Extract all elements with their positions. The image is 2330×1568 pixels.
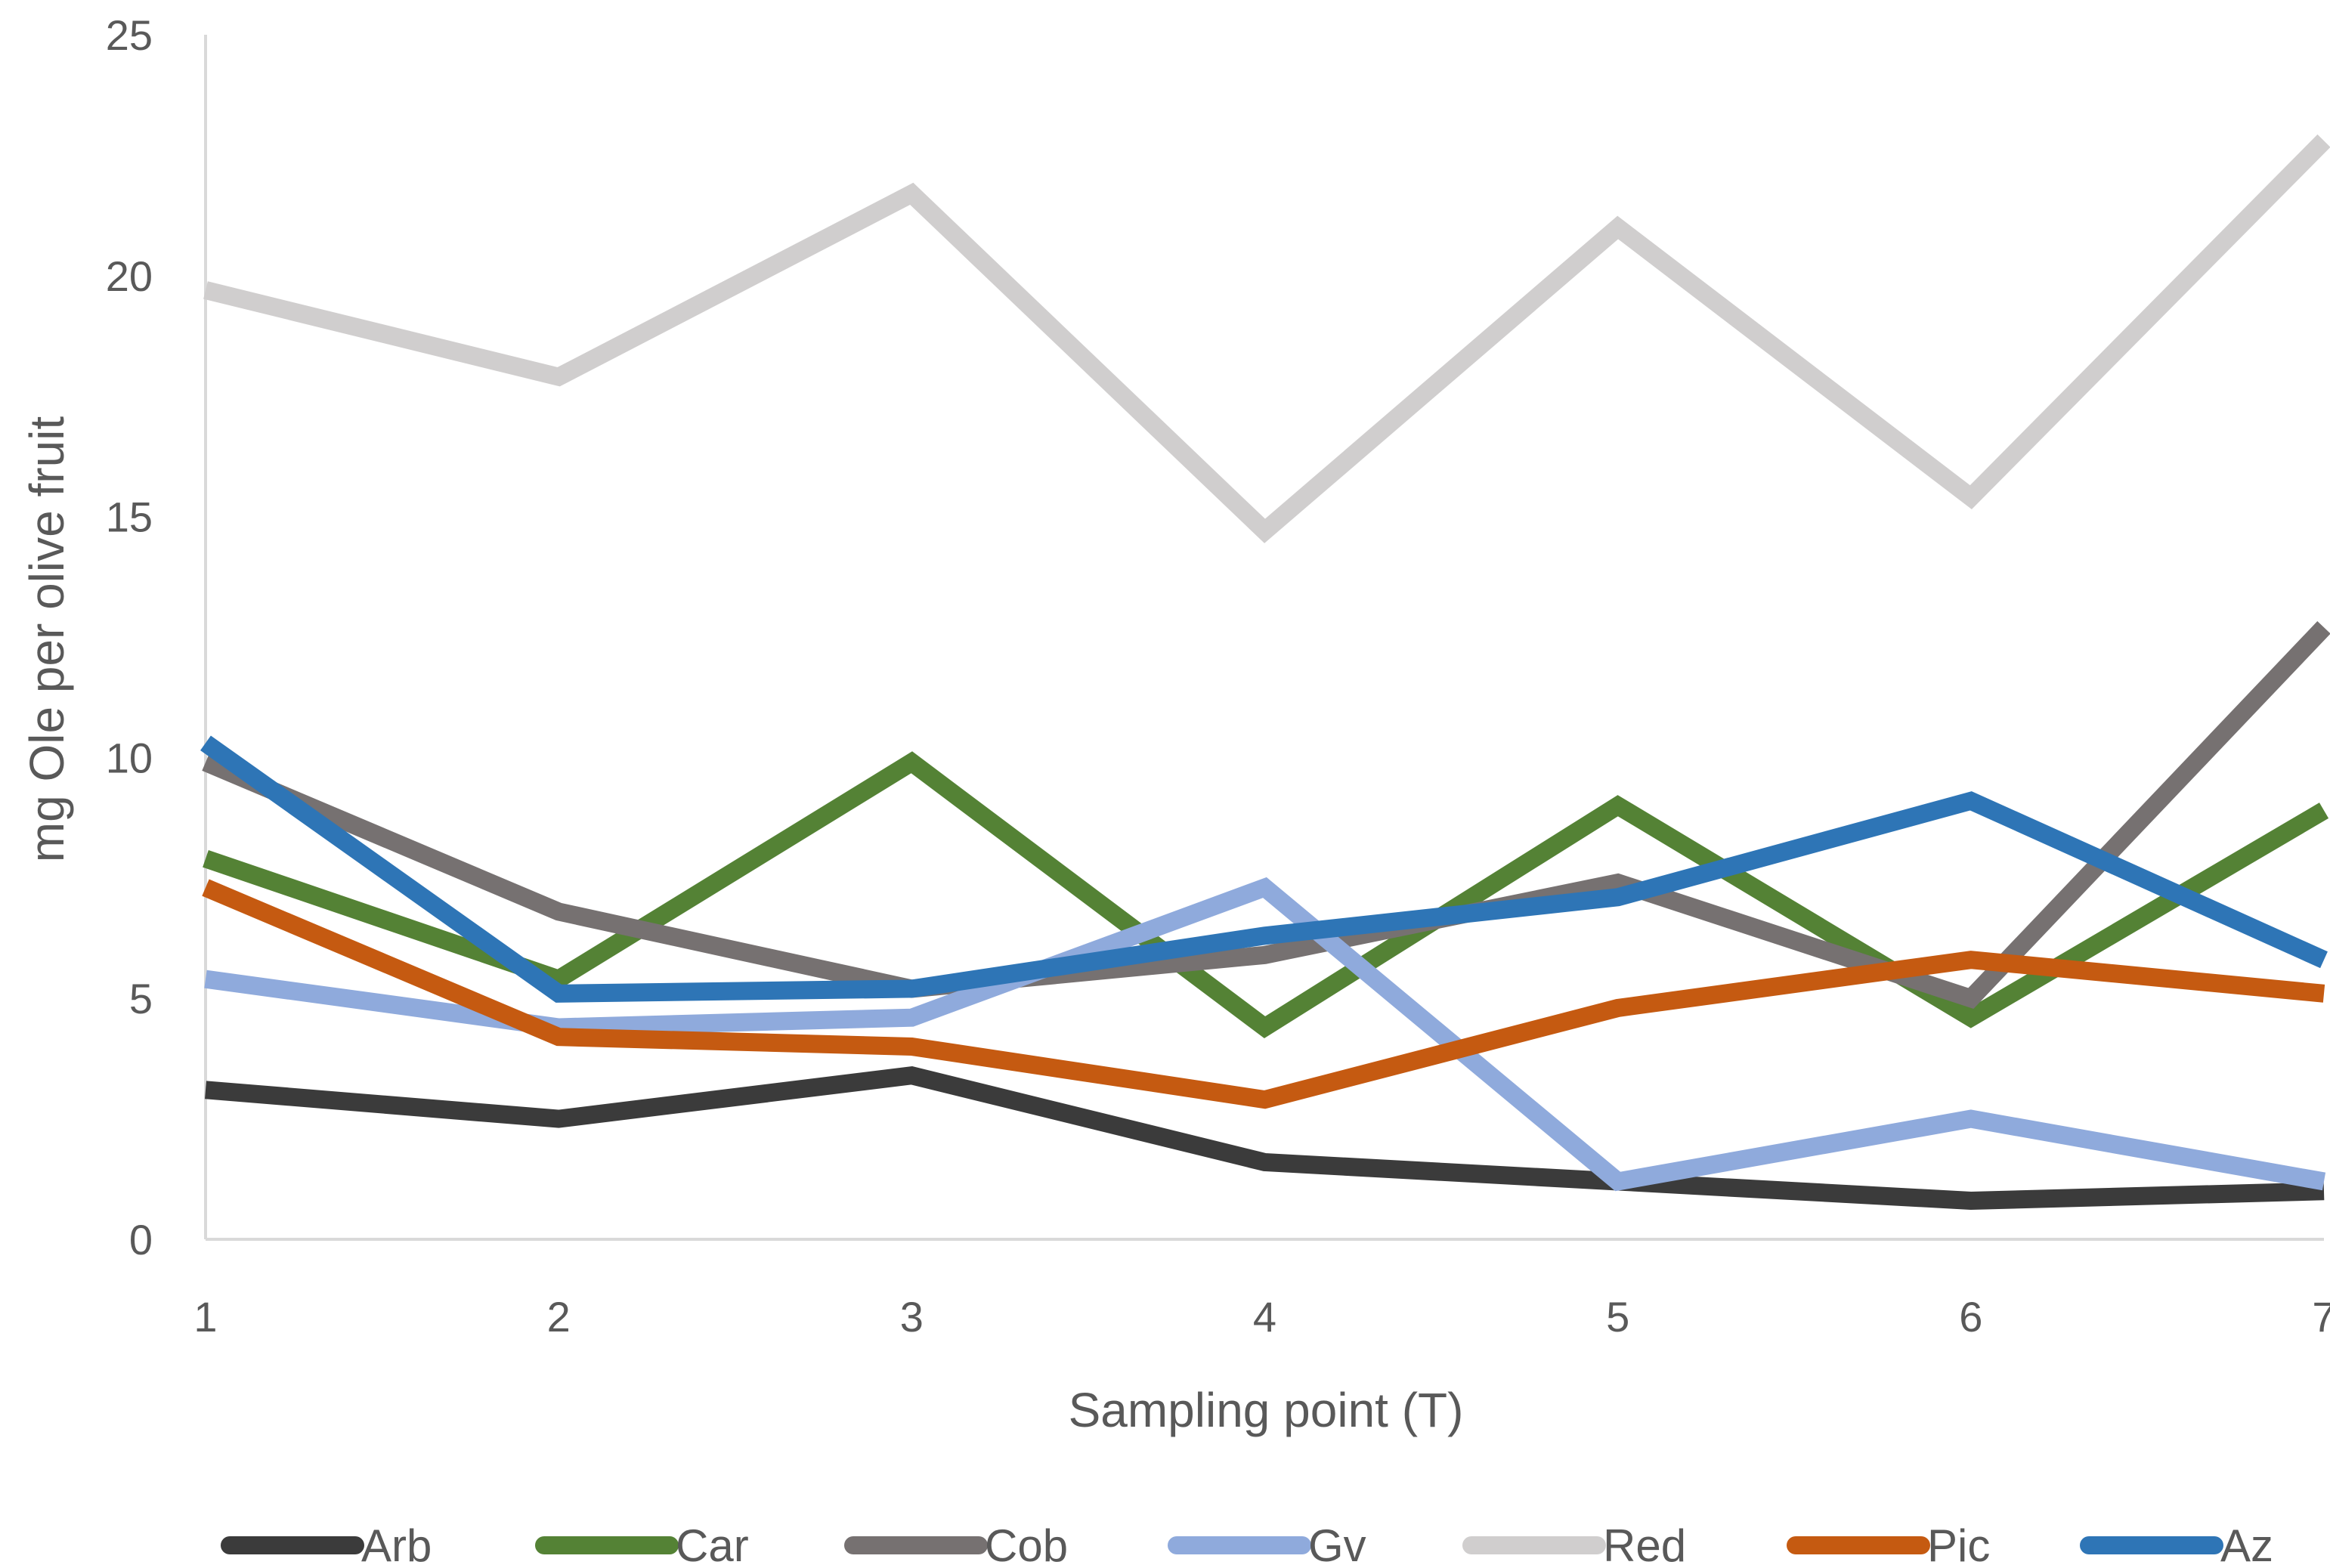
y-axis-ticks: 0 5 10 15 20 25: [106, 11, 153, 1263]
x-tick-label: 6: [1959, 1293, 1982, 1341]
legend-label-gv: Gv: [1308, 1520, 1366, 1568]
x-tick-label: 7: [2312, 1293, 2330, 1341]
legend-label-red: Red: [1603, 1520, 1686, 1568]
y-tick-label: 25: [106, 11, 153, 59]
series-line-pic: [202, 879, 2325, 1109]
legend-label-car: Car: [676, 1520, 749, 1568]
series-line-cob: [202, 620, 2330, 1009]
x-tick-label: 1: [193, 1293, 217, 1341]
y-tick-label: 0: [129, 1216, 153, 1263]
series-lines: [200, 134, 2330, 1211]
x-axis-title: Sampling point (T): [1069, 1383, 1464, 1437]
legend-label-az: Az: [2220, 1520, 2273, 1568]
x-tick-label: 2: [547, 1293, 571, 1341]
legend-label-cob: Cob: [985, 1520, 1068, 1568]
series-line-az: [200, 735, 2328, 1003]
x-tick-label: 5: [1606, 1293, 1629, 1341]
series-line-arb: [205, 1066, 2325, 1211]
x-axis-ticks: 1 2 3 4 5 6 7: [193, 1293, 2330, 1341]
x-tick-label: 4: [1253, 1293, 1276, 1341]
legend-label-pic: Pic: [1927, 1520, 1990, 1568]
legend: Arb Car Cob Gv Red Pic Az: [221, 1520, 2273, 1568]
x-tick-label: 3: [900, 1293, 924, 1341]
legend-label-arb: Arb: [361, 1520, 432, 1568]
y-tick-label: 15: [106, 493, 153, 541]
y-tick-label: 20: [106, 252, 153, 300]
y-tick-label: 5: [129, 975, 153, 1022]
series-line-red: [203, 134, 2330, 543]
y-tick-label: 10: [106, 734, 153, 781]
y-axis-title: mg Ole per olive fruit: [20, 416, 74, 863]
series-line-car: [203, 751, 2329, 1039]
